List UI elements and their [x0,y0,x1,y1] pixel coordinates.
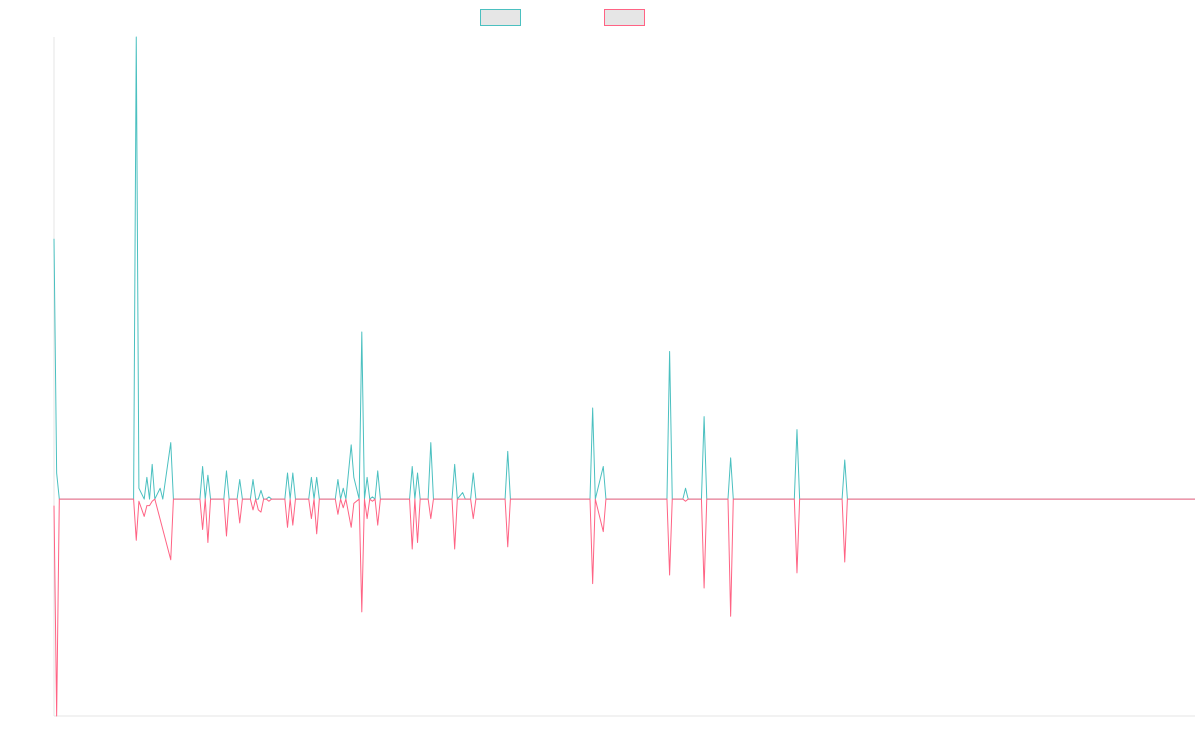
legend-swatch-upper [480,9,521,26]
series-layer [53,36,1195,717]
axes [53,37,1195,717]
series-line-upper [53,36,1195,500]
series-line-lower [53,498,1195,717]
legend-swatch-lower [604,9,645,26]
legend [480,9,645,26]
